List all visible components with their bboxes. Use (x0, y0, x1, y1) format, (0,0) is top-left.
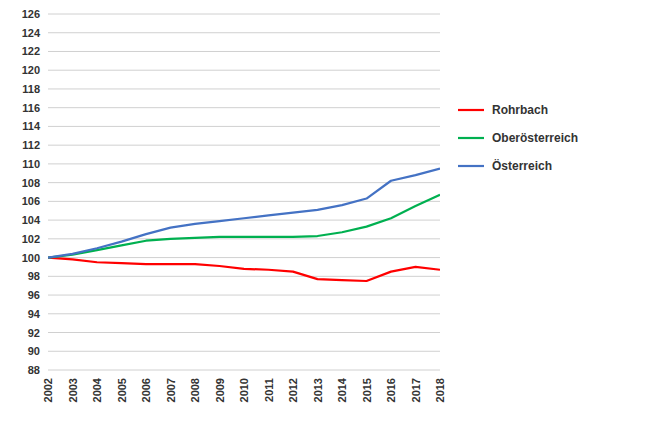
y-tick-label: 88 (28, 364, 40, 376)
chart: 88 90 92 94 96 98 100 102 104 106 108 110 112 114 116 1… (0, 0, 669, 432)
x-tick-label: 2008 (189, 378, 201, 402)
grid-line (48, 238, 440, 239)
grid-line (48, 70, 440, 71)
grid-line (48, 14, 440, 15)
y-tick-label: 116 (22, 102, 40, 114)
legend: Rohrbach Oberösterreich Österreich (458, 103, 578, 173)
grid-line (48, 370, 440, 371)
x-tick-label: 2002 (42, 378, 54, 402)
x-tick-label: 2016 (385, 378, 397, 402)
grid-line (48, 51, 440, 52)
legend-swatch (458, 137, 484, 139)
series-line (48, 258, 440, 281)
grid-line (48, 351, 440, 352)
y-tick-label: 92 (28, 327, 40, 339)
y-tick-label: 102 (22, 233, 40, 245)
x-tick-label: 2011 (263, 378, 275, 402)
y-tick-label: 118 (22, 83, 40, 95)
legend-swatch (458, 109, 484, 111)
grid-line (48, 313, 440, 314)
y-tick-label: 90 (28, 345, 40, 357)
y-tick-label: 96 (28, 289, 40, 301)
y-tick-label: 124 (22, 27, 41, 39)
y-tick-label: 110 (22, 158, 40, 170)
x-tick-label: 2003 (67, 378, 79, 402)
y-tick-label: 94 (28, 308, 41, 320)
grid-line (48, 32, 440, 33)
series-line (48, 195, 440, 258)
grid-line (48, 145, 440, 146)
grid-line (48, 332, 440, 333)
legend-swatch (458, 165, 484, 167)
x-tick-label: 2010 (238, 378, 250, 402)
x-tick-label: 2015 (361, 378, 373, 402)
y-axis: 88 90 92 94 96 98 100 102 104 106 108 110 112 114 116 1… (22, 8, 440, 376)
grid-line (48, 107, 440, 108)
y-tick-label: 98 (28, 270, 40, 282)
y-tick-label: 104 (22, 214, 41, 226)
legend-label: Oberösterreich (492, 131, 578, 145)
grid-line (48, 201, 440, 202)
x-tick-label: 2007 (165, 378, 177, 402)
y-tick-label: 122 (22, 45, 40, 57)
x-tick-label: 2014 (336, 377, 348, 402)
legend-label: Österreich (492, 158, 552, 173)
legend-label: Rohrbach (492, 103, 548, 117)
y-tick-label: 106 (22, 195, 40, 207)
y-tick-label: 100 (22, 252, 40, 264)
x-tick-label: 2012 (287, 378, 299, 402)
grid-line (48, 257, 440, 258)
y-tick-label: 108 (22, 177, 40, 189)
grid-line (48, 126, 440, 127)
x-tick-label: 2006 (140, 378, 152, 402)
grid-line (48, 182, 440, 183)
lines (48, 169, 440, 281)
x-tick-label: 2009 (214, 378, 226, 402)
x-axis: 2002 2003 2004 2005 2006 2007 2008 2009 2010 2011… (42, 377, 446, 402)
series-line (48, 169, 440, 258)
x-tick-label: 2005 (116, 378, 128, 402)
y-tick-label: 114 (22, 120, 41, 132)
y-tick-label: 126 (22, 8, 40, 20)
x-tick-label: 2017 (410, 378, 422, 402)
x-tick-label: 2004 (91, 377, 103, 402)
y-tick-label: 112 (22, 139, 40, 151)
y-tick-label: 120 (22, 64, 40, 76)
grid-line (48, 88, 440, 89)
grid-line (48, 295, 440, 296)
x-tick-label: 2018 (434, 378, 446, 402)
x-tick-label: 2013 (312, 378, 324, 402)
grid-line (48, 163, 440, 164)
